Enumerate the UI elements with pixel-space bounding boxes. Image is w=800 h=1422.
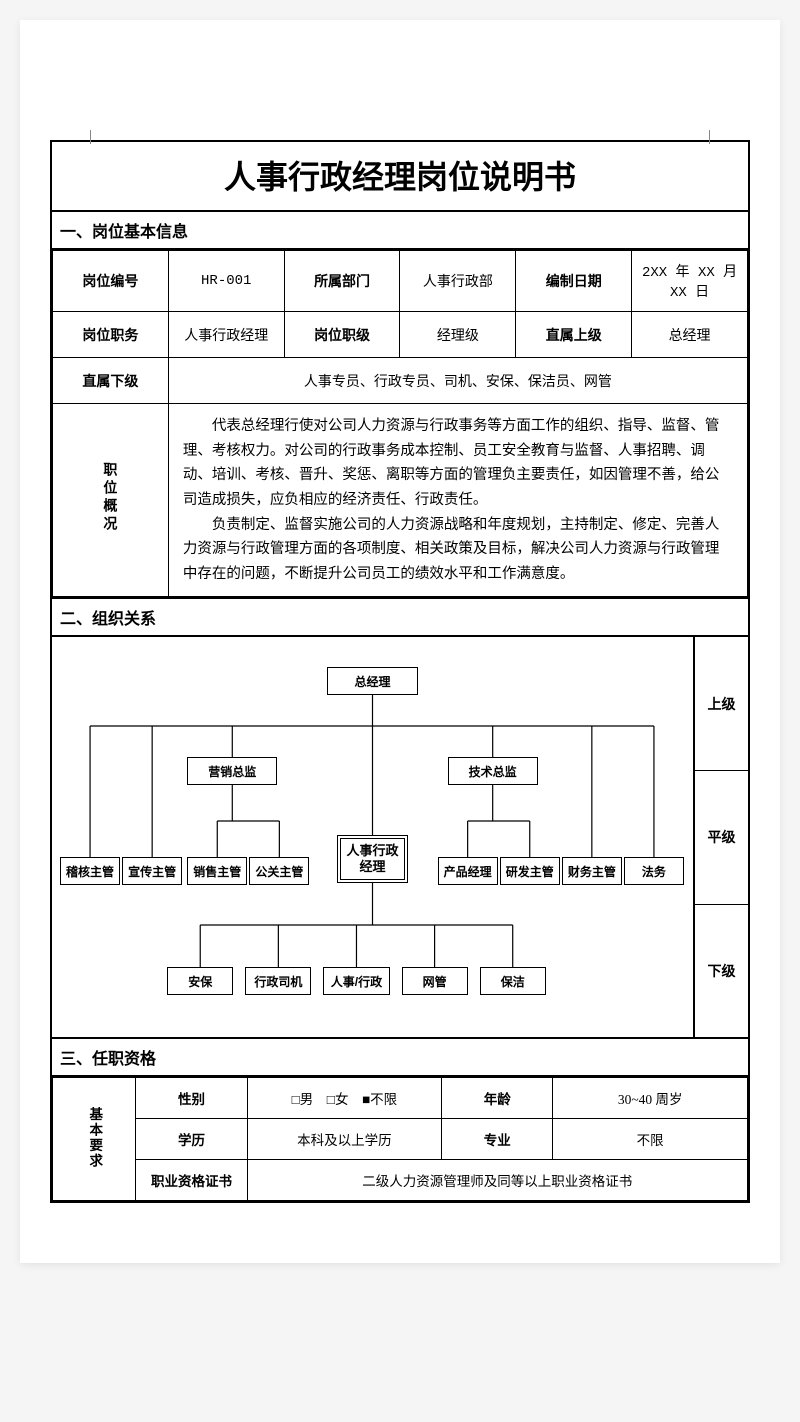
- basic-req-label: 基本要求: [53, 1078, 136, 1201]
- title-value: 人事行政经理: [168, 312, 284, 358]
- sub-value: 人事专员、行政专员、司机、安保、保洁员、网管: [168, 358, 747, 404]
- org-node-p3: 销售主管: [187, 857, 247, 885]
- gender-label: 性别: [136, 1078, 247, 1119]
- org-level-labels: 上级 平级 下级: [693, 637, 748, 1037]
- edu-value: 本科及以上学历: [247, 1119, 442, 1160]
- overview-label-cell: 职位概况: [53, 404, 169, 597]
- sub-label: 直属下级: [53, 358, 169, 404]
- sup-value: 总经理: [632, 312, 748, 358]
- age-label: 年龄: [442, 1078, 553, 1119]
- level-peer: 平级: [695, 770, 748, 904]
- overview-text-cell: 代表总经理行使对公司人力资源与行政事务等方面工作的组织、指导、监督、管理、考核权…: [168, 404, 747, 597]
- org-node-p5: 产品经理: [438, 857, 498, 885]
- major-value: 不限: [553, 1119, 748, 1160]
- org-node-p1: 稽核主管: [60, 857, 120, 885]
- org-node-p4: 公关主管: [249, 857, 309, 885]
- org-node-s4: 网管: [402, 967, 468, 995]
- edu-label: 学历: [136, 1119, 247, 1160]
- basic-info-table: 岗位编号 HR-001 所属部门 人事行政部 编制日期 2XX 年 XX 月 X…: [52, 250, 748, 597]
- document-page: 人事行政经理岗位说明书 一、岗位基本信息 岗位编号 HR-001 所属部门 人事…: [20, 20, 780, 1263]
- level-up: 上级: [695, 637, 748, 770]
- org-node-tech: 技术总监: [448, 757, 538, 785]
- section-2-header: 二、组织关系: [52, 597, 748, 637]
- org-node-s2: 行政司机: [245, 967, 311, 995]
- dept-value: 人事行政部: [400, 251, 516, 312]
- age-value: 30~40 周岁: [553, 1078, 748, 1119]
- rank-value: 经理级: [400, 312, 516, 358]
- overview-p2: 负责制定、监督实施公司的人力资源战略和年度规划，主持制定、修定、完善人力资源与行…: [183, 513, 733, 587]
- margin-tick-right: [709, 130, 710, 144]
- date-value: 2XX 年 XX 月 XX 日: [632, 251, 748, 312]
- org-node-mkt: 营销总监: [187, 757, 277, 785]
- level-down: 下级: [695, 904, 748, 1038]
- org-node-s1: 安保: [167, 967, 233, 995]
- title-label: 岗位职务: [53, 312, 169, 358]
- overview-label: 职位概况: [96, 442, 124, 554]
- org-node-p2: 宣传主管: [122, 857, 182, 885]
- page-title: 人事行政经理岗位说明书: [52, 142, 748, 212]
- pos-id-value: HR-001: [168, 251, 284, 312]
- major-label: 专业: [442, 1119, 553, 1160]
- org-node-p7: 财务主管: [562, 857, 622, 885]
- document-box: 人事行政经理岗位说明书 一、岗位基本信息 岗位编号 HR-001 所属部门 人事…: [50, 140, 750, 1203]
- org-node-s5: 保洁: [480, 967, 546, 995]
- org-node-p6: 研发主管: [500, 857, 560, 885]
- qualification-table: 基本要求 性别 □男 □女 ■不限 年龄 30~40 周岁 学历 本科及以上学历…: [52, 1077, 748, 1201]
- pos-id-label: 岗位编号: [53, 251, 169, 312]
- cert-value: 二级人力资源管理师及同等以上职业资格证书: [247, 1160, 747, 1201]
- margin-tick-left: [90, 130, 91, 144]
- org-node-gm: 总经理: [327, 667, 417, 695]
- section-1-header: 一、岗位基本信息: [52, 212, 748, 250]
- date-label: 编制日期: [516, 251, 632, 312]
- rank-label: 岗位职级: [284, 312, 400, 358]
- org-node-p8: 法务: [624, 857, 684, 885]
- section-3-header: 三、任职资格: [52, 1039, 748, 1077]
- overview-p1: 代表总经理行使对公司人力资源与行政事务等方面工作的组织、指导、监督、管理、考核权…: [183, 414, 733, 513]
- sup-label: 直属上级: [516, 312, 632, 358]
- org-node-focus: 人事行政经理: [337, 835, 407, 883]
- dept-label: 所属部门: [284, 251, 400, 312]
- gender-value: □男 □女 ■不限: [247, 1078, 442, 1119]
- org-chart-container: 总经理营销总监 技术总监人事行政经理 稽核主管宣传主管销售主管公关主管 产品经理研发主…: [52, 637, 748, 1039]
- org-node-s3: 人事/行政: [323, 967, 389, 995]
- cert-label: 职业资格证书: [136, 1160, 247, 1201]
- org-chart: 总经理营销总监 技术总监人事行政经理 稽核主管宣传主管销售主管公关主管 产品经理研发主…: [52, 637, 693, 1037]
